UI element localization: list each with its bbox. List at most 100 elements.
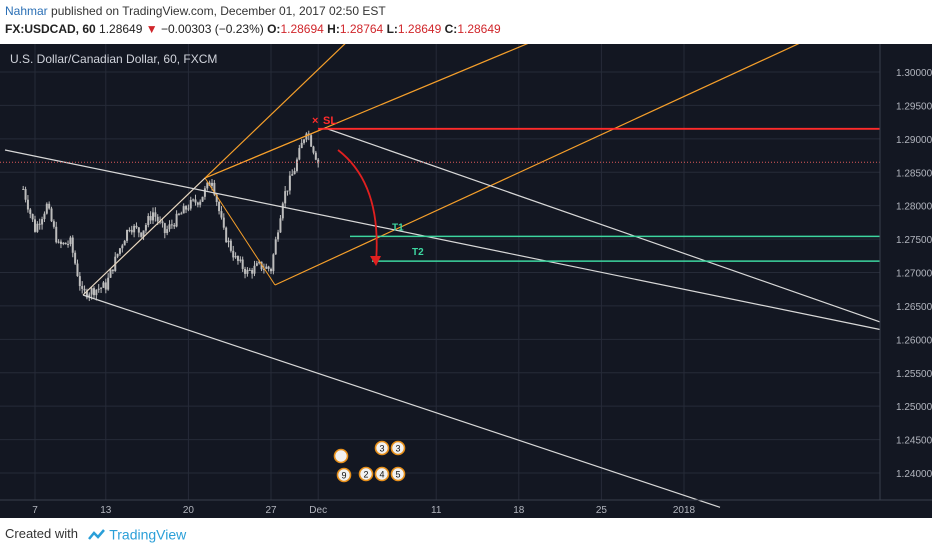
candle-body [74, 252, 77, 264]
close-label: C: [444, 22, 458, 36]
event-badge-icon [336, 467, 352, 483]
projection-arrowhead-icon [370, 256, 381, 266]
candle-body [260, 261, 263, 270]
channel-line-lower [82, 294, 721, 508]
tradingview-link[interactable]: TradingView [109, 526, 187, 543]
chart-panel[interactable]: U.S. Dollar/Canadian Dollar, 60, FXCM × S… [0, 0, 932, 518]
last-price: 1.28649 [99, 22, 143, 36]
pitchfork-median-tine [274, 5, 881, 286]
candle-body [218, 201, 221, 212]
time-tick-label: 20 [183, 505, 195, 516]
candle-body [116, 253, 119, 257]
chart-title: U.S. Dollar/Canadian Dollar, 60, FXCM [10, 52, 217, 66]
symbol-label: FX:USDCAD, 60 [5, 22, 96, 36]
candle-body [34, 219, 36, 232]
created-with-text: Created with [5, 526, 78, 541]
candle-body [175, 213, 178, 227]
price-tick-label: 1.26500 [896, 302, 932, 313]
candle-body [180, 213, 183, 215]
candle-body [300, 142, 303, 149]
candle-body [88, 294, 91, 298]
candle-body [189, 199, 192, 209]
candle-body [78, 276, 81, 287]
candle-body [29, 209, 32, 214]
candle-body [203, 188, 206, 197]
candle-body [239, 259, 242, 261]
candle-body [166, 229, 169, 234]
stop-loss-close-icon: × [312, 115, 318, 127]
candle-body [211, 182, 213, 186]
candle-body [45, 203, 48, 214]
candle-body [156, 216, 159, 222]
low-label: L: [386, 22, 398, 36]
price-chart[interactable]: U.S. Dollar/Canadian Dollar, 60, FXCM × S… [0, 0, 932, 518]
price-tick-label: 1.26000 [896, 335, 932, 346]
candle-body [246, 269, 249, 274]
candle-body [50, 208, 53, 222]
candle-body [163, 223, 166, 234]
candle-body [248, 269, 251, 271]
candle-body [277, 232, 280, 240]
candle-body [281, 203, 284, 219]
time-tick-label: 13 [100, 505, 112, 516]
candle-body [244, 268, 247, 274]
open-label: O: [267, 22, 281, 36]
candle-body [83, 288, 86, 291]
down-arrow-icon: ▼ [145, 22, 158, 36]
candle-body [317, 159, 320, 164]
candle-body [182, 206, 185, 214]
candle-body [310, 135, 313, 147]
candle-body [57, 241, 60, 243]
time-tick-label: 25 [596, 505, 608, 516]
candle-body [241, 259, 244, 269]
low-value: 1.28649 [397, 22, 442, 36]
publish-info: Nahmar published on TradingView.com, Dec… [5, 4, 386, 18]
high-label: H: [327, 22, 340, 36]
time-tick-label: 11 [431, 505, 442, 516]
grid-lines [0, 44, 880, 500]
time-axis[interactable]: 7 13 20 27 Dec 11 18 25 2018 [0, 499, 932, 516]
candle-body [213, 182, 216, 195]
event-badge-count: 5 [395, 470, 400, 480]
candle-body [215, 194, 218, 202]
price-tick-label: 1.28000 [896, 202, 932, 213]
candle-body [81, 286, 84, 289]
candle-body [154, 212, 157, 217]
candle-body [291, 174, 294, 176]
candle-body [149, 216, 152, 221]
candle-body [126, 230, 129, 241]
candle-body [286, 190, 289, 192]
candle-body [121, 245, 124, 249]
candle-body [270, 268, 272, 272]
event-badge-icon [374, 466, 390, 482]
price-tick-label: 1.25500 [896, 369, 932, 380]
time-tick-label: 27 [265, 505, 277, 516]
candle-body [187, 208, 190, 210]
candle-body [71, 237, 74, 253]
tradingview-logo-icon[interactable] [87, 528, 106, 541]
candle-body [76, 263, 79, 277]
event-badge-count: 4 [379, 470, 384, 480]
pitchfork-upper-tine [204, 0, 634, 179]
candle-body [177, 213, 180, 215]
event-badge-icon [333, 448, 349, 464]
ohlc-legend: FX:USDCAD, 60 1.28649 ▼ −0.00303 (−0.23%… [5, 22, 501, 36]
candle-body [258, 261, 261, 264]
candle-body [262, 268, 265, 270]
time-tick-label: 7 [32, 505, 38, 516]
candle-body [43, 213, 46, 220]
stop-loss-label: SL [323, 115, 337, 127]
candle-body [130, 229, 133, 233]
candle-body [95, 289, 98, 296]
channel-line-top [324, 127, 881, 323]
price-axis[interactable]: 1.30000 1.29500 1.29000 1.28500 1.28000 1.275… [879, 44, 932, 518]
price-tick-label: 1.25000 [896, 402, 932, 413]
price-tick-label: 1.30000 [896, 68, 932, 79]
candle-body [90, 288, 93, 295]
created-with: Created with TradingView [5, 526, 186, 543]
author-link[interactable]: Nahmar [5, 4, 48, 18]
candle-body [107, 277, 110, 290]
close-value: 1.28649 [457, 22, 501, 36]
candle-body [133, 225, 136, 233]
candle-body [22, 188, 25, 190]
